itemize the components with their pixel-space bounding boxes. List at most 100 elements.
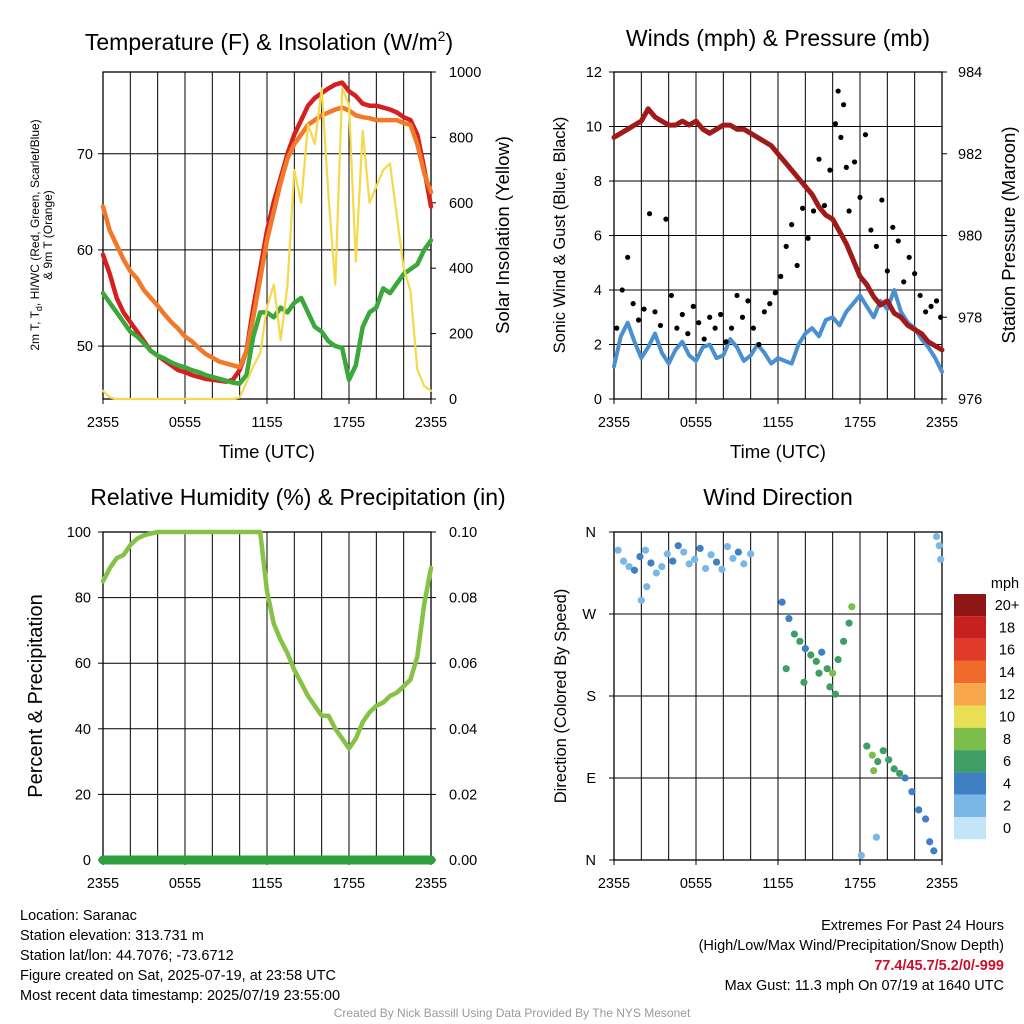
wind-gust-point-55 bbox=[901, 279, 907, 285]
dir-point-15 bbox=[696, 544, 704, 553]
wind-xtick-label-2: 1155 bbox=[762, 415, 793, 431]
rh-ytick-label-4: 80 bbox=[75, 591, 91, 607]
dir-point-45 bbox=[831, 690, 840, 698]
wind-series-sonic bbox=[612, 288, 944, 374]
dir-point-46 bbox=[863, 742, 871, 750]
dir-point-50 bbox=[885, 756, 893, 764]
wind-y2tick-label-1: 978 bbox=[958, 310, 982, 326]
wind-gust-point-37 bbox=[816, 156, 822, 162]
legend-swatch-1 bbox=[954, 616, 986, 639]
dir-xtick-label-0: 2355 bbox=[598, 876, 630, 892]
temp-title: Temperature (F) & Insolation (W/m2) bbox=[85, 28, 453, 55]
dir-xtick-label-3: 1755 bbox=[844, 876, 876, 892]
wind-gust-point-47 bbox=[857, 194, 863, 200]
wind-gust-point-41 bbox=[835, 88, 841, 94]
temp-y2tick-label-5: 1000 bbox=[449, 65, 481, 81]
wind-gust-point-54 bbox=[895, 238, 901, 244]
dir-point-40 bbox=[848, 603, 856, 611]
dir-point-62 bbox=[932, 532, 941, 541]
temp-ytick-label-2: 70 bbox=[77, 147, 93, 163]
wind-gust-point-40 bbox=[832, 121, 839, 127]
wind-gust-point-2 bbox=[625, 254, 631, 260]
credit-text: Created By Nick Bassill Using Data Provi… bbox=[333, 1006, 691, 1020]
rh-xtick-label-4: 2355 bbox=[415, 876, 447, 892]
dir-point-32 bbox=[807, 651, 815, 659]
dir-point-8 bbox=[658, 563, 666, 571]
dir-point-63 bbox=[935, 542, 943, 550]
wind-gust-point-27 bbox=[761, 309, 767, 315]
wind-ytick-label-3: 6 bbox=[594, 229, 602, 245]
temp-xtick-label-0: 2355 bbox=[87, 415, 119, 431]
dir-point-22 bbox=[734, 548, 742, 556]
dir-point-31 bbox=[801, 645, 809, 653]
dir-point-16 bbox=[701, 564, 710, 573]
dir-ytick-label-4: N bbox=[586, 525, 596, 541]
dir-point-48 bbox=[874, 758, 882, 766]
dir-point-41 bbox=[782, 665, 790, 673]
wind-xtick-label-1: 0555 bbox=[680, 415, 712, 431]
wind-gust-point-38 bbox=[821, 202, 828, 209]
wind-y2tick-label-3: 982 bbox=[958, 147, 982, 163]
legend-title: mph bbox=[991, 576, 1019, 592]
dir-point-58 bbox=[926, 838, 934, 846]
rh-xtick-label-0: 2355 bbox=[87, 876, 119, 892]
dir-point-61 bbox=[872, 833, 881, 841]
extremes-info: Extremes For Past 24 Hours (High/Low/Max… bbox=[699, 916, 1004, 996]
wind-gust-point-57 bbox=[912, 271, 918, 277]
wind-xlabel: Time (UTC) bbox=[730, 441, 826, 462]
dir-point-11 bbox=[674, 542, 682, 550]
timestamp-text: Most recent data timestamp: 2025/07/19 2… bbox=[20, 988, 341, 1004]
wind-gust-point-12 bbox=[679, 311, 685, 318]
wind-gust-point-35 bbox=[805, 235, 811, 241]
dir-point-18 bbox=[712, 558, 721, 566]
dir-ytick-label-1: E bbox=[586, 771, 596, 787]
dir-xtick-label-1: 0555 bbox=[680, 876, 712, 892]
rh-ytick-label-1: 20 bbox=[75, 787, 91, 803]
dir-point-39 bbox=[845, 619, 853, 627]
legend-swatch-8 bbox=[954, 772, 986, 795]
dir-xtick-label-2: 1155 bbox=[762, 876, 793, 892]
wind-gust-point-58 bbox=[917, 292, 923, 299]
wind-gust-point-11 bbox=[674, 325, 680, 331]
dir-point-36 bbox=[829, 669, 837, 677]
wind-gust-point-23 bbox=[739, 314, 746, 320]
wind-y2tick-label-4: 984 bbox=[958, 65, 982, 81]
dir-ytick-label-2: S bbox=[586, 689, 596, 705]
legend-swatch-4 bbox=[954, 683, 986, 706]
dir-point-51 bbox=[890, 765, 898, 773]
wind-gust-point-29 bbox=[772, 290, 778, 296]
wind-gust-point-52 bbox=[884, 268, 890, 274]
dir-point-56 bbox=[915, 806, 923, 814]
wind-title: Winds (mph) & Pressure (mb) bbox=[626, 25, 930, 51]
wind-gust-point-3 bbox=[630, 301, 636, 307]
dir-point-53 bbox=[870, 767, 878, 775]
dir-point-23 bbox=[740, 560, 748, 568]
wind-series-pressure bbox=[611, 106, 945, 353]
legend-swatch-0 bbox=[954, 594, 986, 617]
dir-point-10 bbox=[669, 557, 677, 565]
extremes-values: 77.4/45.7/5.2/0/-999 bbox=[874, 958, 1004, 974]
dir-point-26 bbox=[637, 596, 645, 604]
legend-label-4: 12 bbox=[999, 687, 1015, 703]
temp-ylabel: 2m T, Td, HI/WC (Red, Green, Scarlet/Blu… bbox=[28, 119, 55, 350]
legend-label-0: 20+ bbox=[995, 598, 1020, 614]
wind-gust-point-13 bbox=[685, 331, 691, 337]
dir-point-21 bbox=[729, 554, 737, 563]
dir-point-2 bbox=[625, 563, 633, 571]
dir-point-30 bbox=[796, 637, 804, 645]
max-gust-text: Max Gust: 11.3 mph On 07/19 at 1640 UTC bbox=[724, 978, 1004, 994]
temp-xtick-label-2: 1155 bbox=[251, 415, 282, 431]
legend-swatch-3 bbox=[954, 660, 986, 684]
wind-gust-point-24 bbox=[745, 298, 751, 304]
rh-ytick-label-2: 40 bbox=[75, 722, 91, 738]
wind-ytick-label-2: 4 bbox=[594, 283, 602, 299]
temp-y2tick-label-1: 200 bbox=[449, 327, 473, 343]
wind-gust-point-20 bbox=[723, 339, 729, 345]
legend-swatch-10 bbox=[954, 817, 986, 840]
legend-label-8: 4 bbox=[1003, 776, 1011, 792]
dir-point-59 bbox=[930, 847, 938, 855]
dir-point-25 bbox=[643, 583, 651, 591]
rh-y2tick-label-5: 0.10 bbox=[449, 525, 477, 541]
elevation-text: Station elevation: 313.731 m bbox=[20, 928, 204, 944]
